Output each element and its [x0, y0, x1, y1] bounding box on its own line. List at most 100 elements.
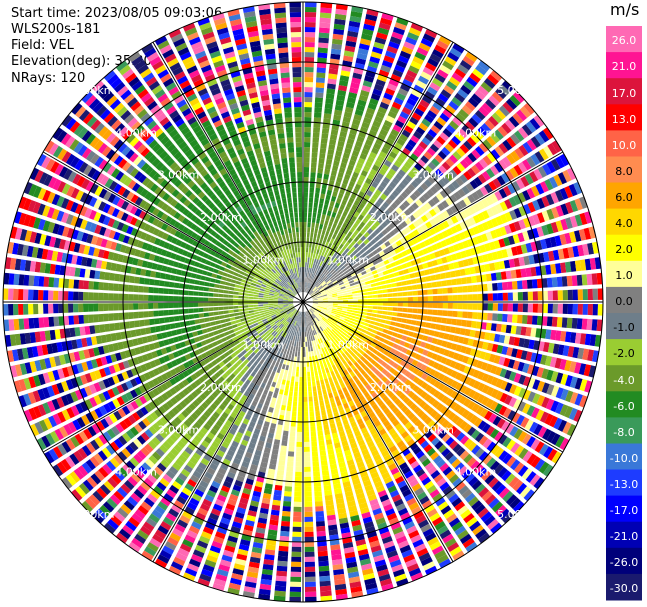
- gate: [350, 272, 357, 277]
- gate: [294, 486, 302, 492]
- gate: [388, 238, 395, 245]
- gate: [339, 75, 350, 82]
- gate: [390, 262, 397, 268]
- gate: [365, 249, 372, 255]
- gate: [273, 376, 278, 383]
- gate: [303, 391, 308, 397]
- gate: [411, 237, 419, 245]
- gate: [546, 384, 555, 396]
- gate: [377, 217, 384, 224]
- gate: [578, 363, 587, 376]
- gate: [579, 259, 587, 271]
- gate: [304, 27, 316, 33]
- gate: [220, 319, 226, 324]
- gate: [338, 263, 344, 269]
- gate: [494, 162, 504, 173]
- gate: [274, 387, 280, 394]
- gate: [366, 220, 373, 228]
- gate: [315, 375, 320, 381]
- gate: [588, 226, 596, 239]
- gate: [332, 272, 338, 277]
- gate: [294, 341, 297, 347]
- gate: [311, 295, 317, 298]
- gate: [518, 144, 529, 157]
- gate: [376, 155, 385, 163]
- gate: [390, 128, 400, 137]
- gate: [538, 148, 549, 161]
- gate: [392, 255, 399, 261]
- gate: [572, 245, 580, 258]
- gate: [497, 292, 503, 301]
- gate: [439, 64, 452, 75]
- gate: [327, 149, 335, 156]
- gate: [274, 372, 280, 378]
- gate: [440, 239, 448, 248]
- gate: [365, 213, 372, 220]
- gate: [321, 465, 329, 471]
- gate: [320, 273, 325, 279]
- gate: [305, 12, 317, 18]
- gate: [482, 155, 493, 166]
- gate: [307, 283, 310, 288]
- gate: [304, 466, 311, 472]
- gate: [512, 234, 520, 244]
- gate: [308, 346, 311, 352]
- gate: [372, 120, 382, 128]
- gate: [332, 306, 338, 309]
- gate: [346, 224, 352, 231]
- gate: [313, 300, 318, 302]
- gate: [325, 311, 331, 314]
- gate: [313, 202, 318, 209]
- gate: [459, 221, 467, 230]
- gate: [365, 280, 371, 285]
- gate: [566, 167, 577, 181]
- gate: [330, 195, 337, 202]
- gate: [382, 306, 388, 311]
- gate: [546, 161, 556, 174]
- gate: [288, 441, 295, 447]
- gate: [332, 295, 338, 298]
- gate: [498, 260, 506, 270]
- gate: [330, 288, 336, 292]
- gate: [557, 248, 565, 260]
- gate: [477, 212, 486, 222]
- gate: [437, 69, 449, 79]
- gate: [427, 57, 439, 68]
- gate: [550, 158, 561, 171]
- gate: [391, 146, 400, 155]
- gate: [325, 278, 330, 283]
- gate: [414, 51, 427, 61]
- gate: [577, 303, 583, 315]
- gate: [316, 213, 322, 219]
- gate: [319, 570, 330, 577]
- gate: [396, 333, 403, 339]
- gate: [368, 252, 374, 258]
- gate: [330, 268, 335, 274]
- gate: [348, 197, 355, 204]
- gate: [552, 290, 558, 301]
- gate: [308, 283, 311, 289]
- gate: [289, 436, 295, 442]
- gate: [426, 261, 434, 268]
- gate: [495, 108, 507, 120]
- gate: [569, 392, 579, 404]
- gate: [316, 77, 325, 83]
- gate: [458, 199, 467, 209]
- gate: [439, 112, 450, 123]
- gate: [382, 302, 388, 306]
- gate: [297, 351, 300, 357]
- gate: [555, 220, 564, 232]
- gate: [303, 342, 305, 347]
- gate: [329, 275, 334, 280]
- gate: [307, 257, 310, 263]
- gate: [401, 263, 408, 269]
- gate: [462, 355, 470, 364]
- gate: [342, 222, 348, 229]
- gate: [333, 251, 338, 258]
- gate: [498, 188, 508, 199]
- gate: [584, 333, 592, 346]
- gate: [362, 292, 368, 296]
- gate: [387, 268, 394, 274]
- gate: [305, 262, 307, 268]
- gate: [360, 89, 370, 98]
